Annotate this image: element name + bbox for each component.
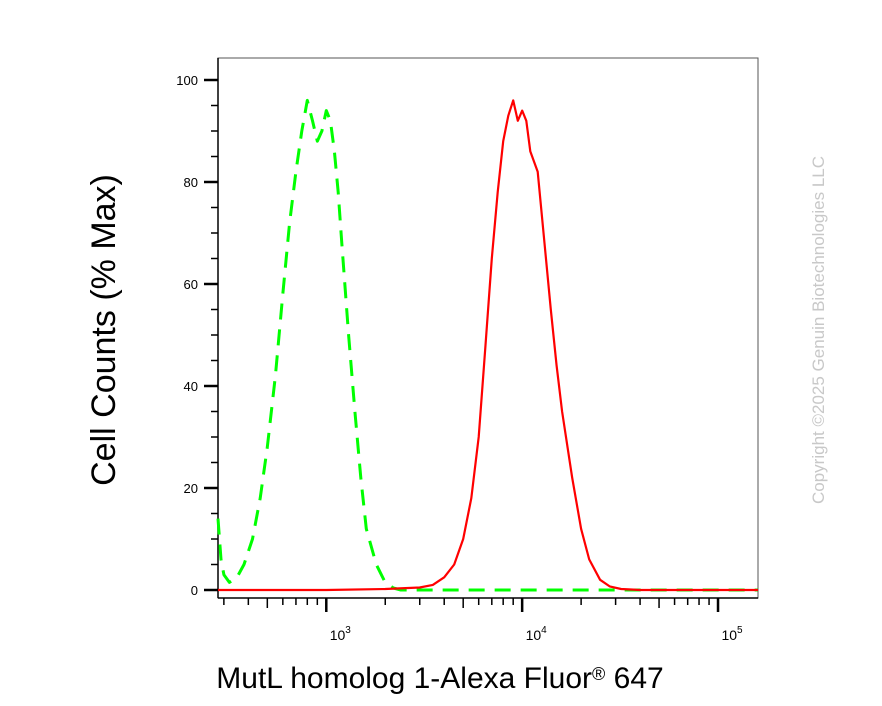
isotype-control-line <box>216 98 758 592</box>
plot-frame <box>217 57 759 599</box>
x-tick-label: 104 <box>526 625 548 643</box>
y-tick-label: 0 <box>191 583 198 598</box>
copyright-watermark: Copyright ©2025 Genuin Biotechnologies L… <box>809 156 828 504</box>
x-tick-label: 105 <box>721 625 743 643</box>
y-tick-label: 60 <box>184 277 198 292</box>
y-tick-label: 80 <box>184 175 198 190</box>
y-tick-label: 40 <box>184 379 198 394</box>
y-axis-label: Cell Counts (% Max) <box>85 174 123 486</box>
y-axis-ticks: 0 20 40 60 80 100 <box>176 73 218 598</box>
x-axis-ticks: 103 104 105 <box>223 598 743 643</box>
x-axis-label: MutL homolog 1-Alexa Fluor® 647 <box>216 662 663 695</box>
y-tick-label: 20 <box>184 481 198 496</box>
antibody-stained-line <box>218 99 758 592</box>
x-tick-label: 103 <box>330 625 352 643</box>
y-tick-label: 100 <box>176 73 198 88</box>
series-lines <box>216 98 758 592</box>
